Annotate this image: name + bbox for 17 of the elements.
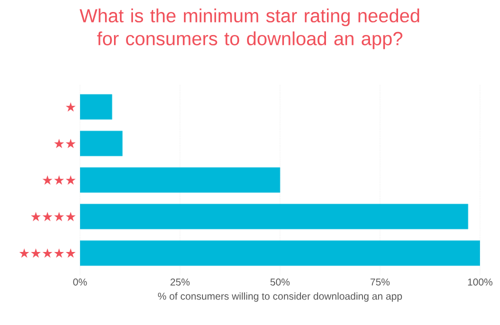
x-tick-label: 50% [270, 278, 290, 286]
x-tick-label: 100% [468, 278, 492, 286]
y-tick-label: ★★★★ [30, 212, 76, 222]
bar [80, 240, 480, 266]
bar [80, 167, 280, 193]
x-tick-label: 25% [170, 278, 190, 286]
y-tick-label: ★★★ [42, 175, 76, 185]
bar [80, 204, 468, 230]
chart-title: What is the minimum star rating needed for consumers to download an app? [80, 8, 420, 50]
y-tick-label: ★★ [54, 138, 76, 148]
bar [80, 130, 123, 156]
y-tick-label: ★★★★★ [19, 248, 76, 258]
x-tick-label: 0% [73, 278, 87, 286]
bar [80, 94, 112, 120]
x-tick-label: 75% [370, 278, 390, 286]
y-tick-label: ★ [66, 102, 76, 112]
x-axis-title: % of consumers willing to consider downloading an app [158, 292, 402, 302]
